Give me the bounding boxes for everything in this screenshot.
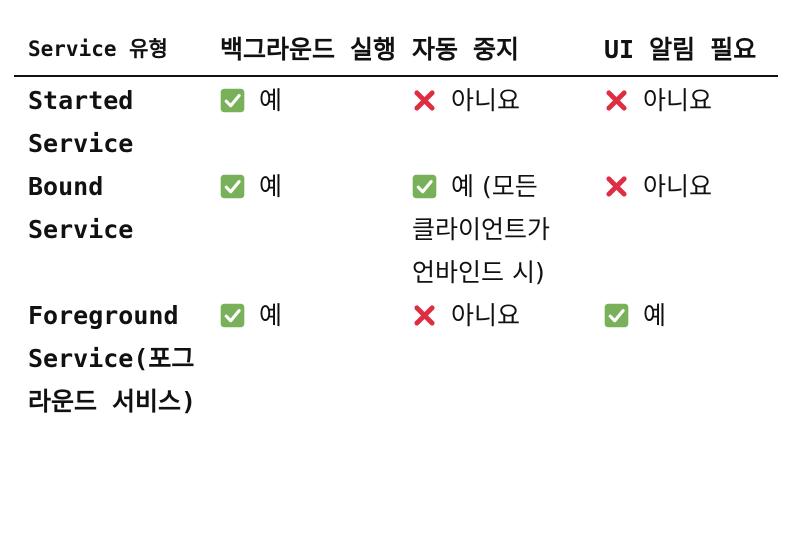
cell-value-text: 예 (259, 172, 283, 201)
cell-value-text: 아니요 (643, 86, 713, 115)
cell-value-text: 아니요 (643, 172, 713, 201)
cell-value-text: 예 (259, 301, 283, 330)
check-mark-icon (220, 174, 245, 199)
cross-mark-icon (604, 88, 629, 113)
cell-value-text: 예 (모든 클라이언트가 언바인드 시) (412, 172, 551, 287)
cross-mark-icon (412, 88, 437, 113)
check-mark-icon (220, 303, 245, 328)
table-cell: 예 (모든 클라이언트가 언바인드 시) (398, 165, 590, 294)
service-type-name: Started Service (28, 86, 134, 158)
service-type-name: Bound Service (28, 172, 134, 244)
check-mark-icon (604, 303, 629, 328)
table-cell: 아니요 (590, 79, 778, 122)
cell-value-text: 아니요 (451, 86, 521, 115)
table-cell: 아니요 (398, 294, 590, 337)
header-service-type: Service 유형 (28, 37, 168, 61)
table-body: Started Service 예 아니요 아니요 Bound Service 예 예 (모… (14, 77, 778, 423)
header-background-run: 백그라운드 실행 (220, 35, 397, 64)
service-comparison-table: Service 유형 백그라운드 실행 자동 중지 UI 알림 필요 Start… (14, 28, 778, 423)
table-header-row: Service 유형 백그라운드 실행 자동 중지 UI 알림 필요 (14, 28, 778, 77)
header-auto-stop: 자동 중지 (412, 35, 520, 64)
table-cell: 예 (206, 294, 398, 337)
cell-value-text: 예 (259, 86, 283, 115)
table-cell: 예 (206, 165, 398, 208)
table-cell: 예 (206, 79, 398, 122)
cross-mark-icon (604, 174, 629, 199)
check-mark-icon (220, 88, 245, 113)
table-row: Bound Service 예 예 (모든 클라이언트가 언바인드 시) 아니요 (14, 165, 778, 294)
table-cell: 예 (590, 294, 778, 337)
check-mark-icon (412, 174, 437, 199)
header-ui-notification: UI 알림 필요 (604, 35, 757, 64)
table-cell: 아니요 (398, 79, 590, 122)
cell-value-text: 아니요 (451, 301, 521, 330)
table-cell: 아니요 (590, 165, 778, 208)
table-row: Started Service 예 아니요 아니요 (14, 79, 778, 165)
cross-mark-icon (412, 303, 437, 328)
table-row: Foreground Service(포그라운드 서비스) 예 아니요 예 (14, 294, 778, 423)
cell-value-text: 예 (643, 301, 667, 330)
service-type-name: Foreground Service(포그라운드 서비스) (28, 301, 197, 416)
